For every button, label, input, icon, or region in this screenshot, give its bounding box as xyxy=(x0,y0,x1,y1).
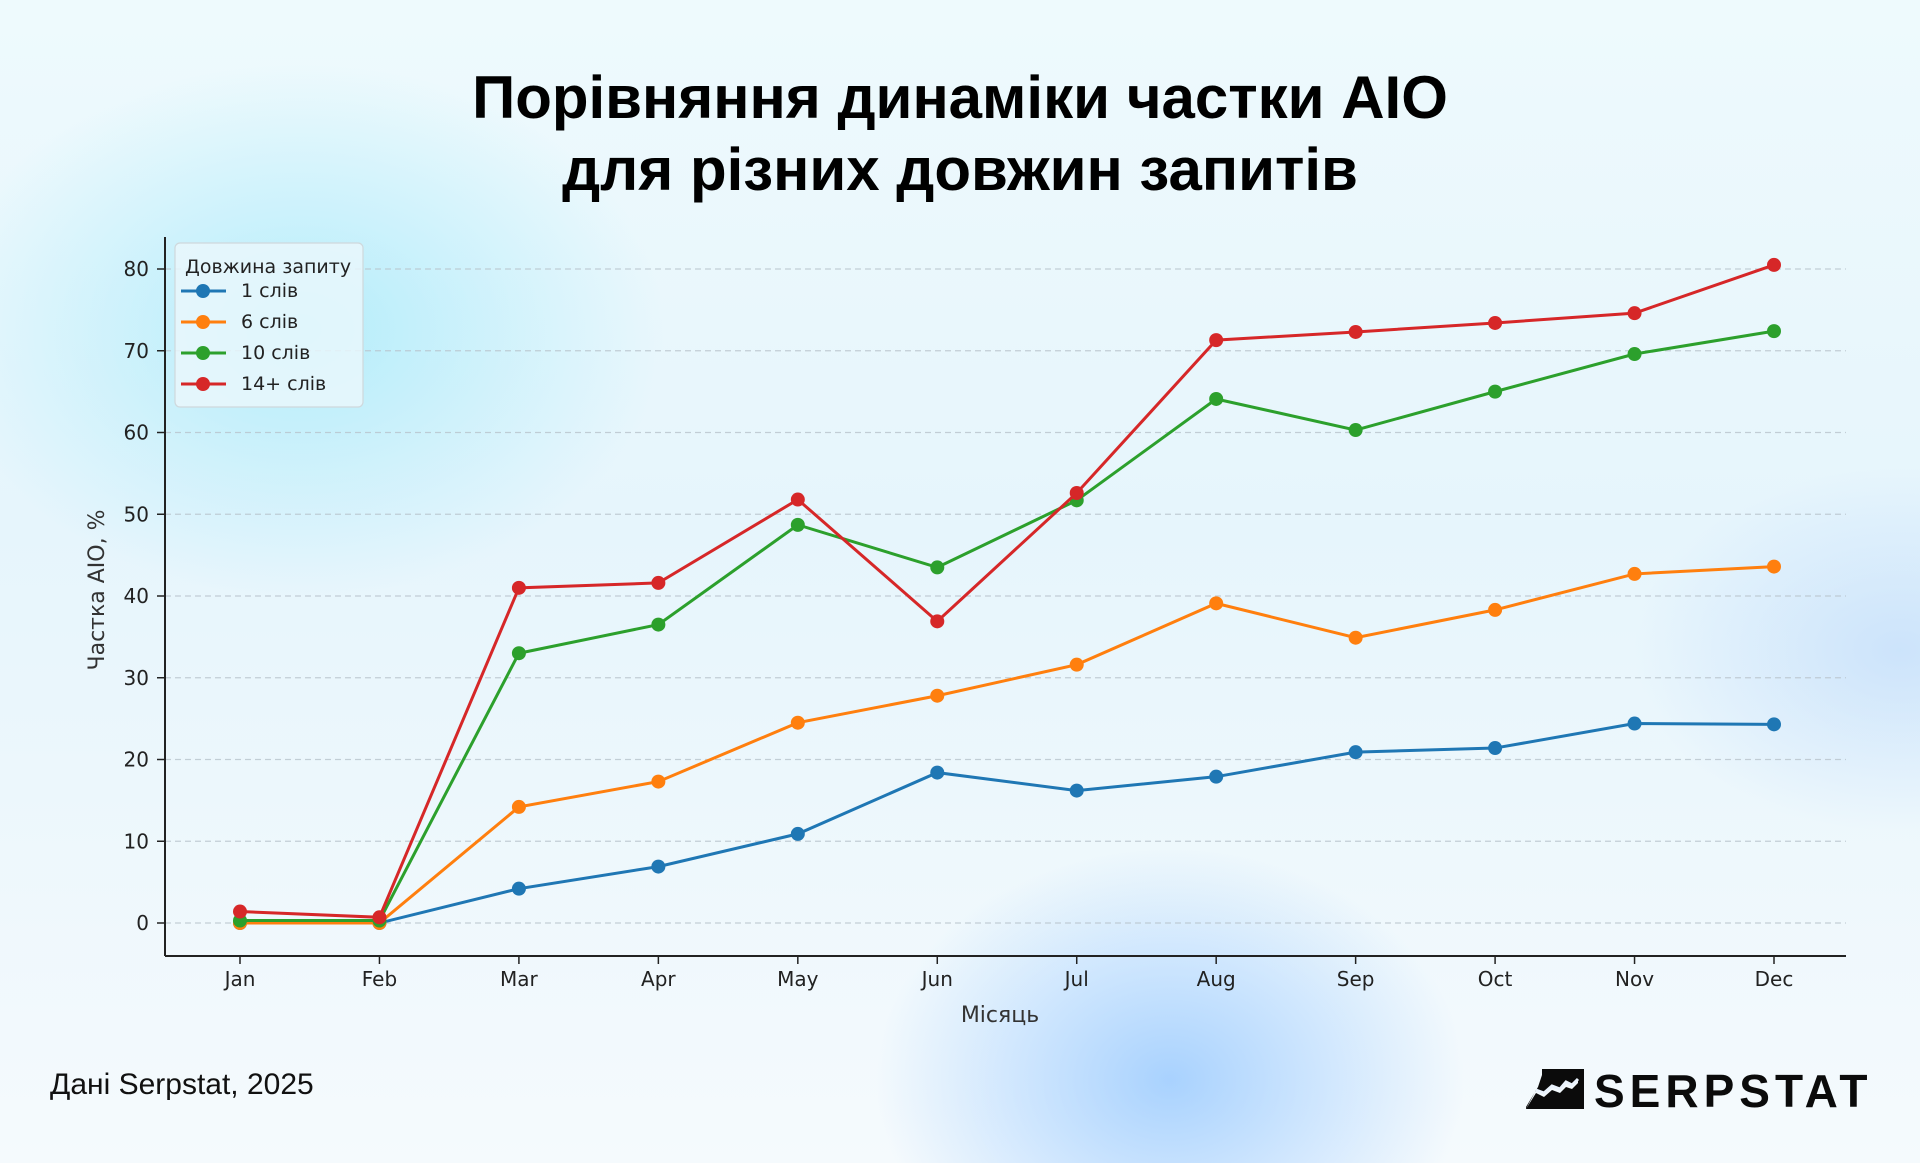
data-point xyxy=(233,904,247,919)
data-point xyxy=(930,614,945,629)
x-axis-ticks: Jan Feb Mar Apr May Jun Jul Aug Sep Oct Nov Dec xyxy=(223,956,1794,991)
x-tick-label: Jan xyxy=(223,967,256,991)
data-point xyxy=(511,580,526,595)
legend-swatch-marker xyxy=(196,315,210,329)
chart-title-line-2: для різних довжин запитів xyxy=(562,136,1358,203)
data-point xyxy=(651,859,666,874)
x-tick-label: Apr xyxy=(641,967,676,991)
data-point xyxy=(651,617,666,632)
data-point xyxy=(1627,306,1642,321)
data-point xyxy=(1627,716,1642,731)
series-line xyxy=(233,716,1781,930)
y-tick-label: 30 xyxy=(124,666,149,690)
legend-swatch-marker xyxy=(196,284,210,298)
data-point xyxy=(790,826,805,841)
series-path xyxy=(240,329,1775,923)
data-point xyxy=(1488,602,1503,617)
data-point xyxy=(790,492,805,507)
y-tick-label: 20 xyxy=(124,748,149,772)
series-path xyxy=(240,565,1775,925)
y-axis-label: Частка AIO, % xyxy=(85,510,110,671)
data-point xyxy=(1627,566,1642,581)
data-point xyxy=(1209,596,1224,611)
logo-wordmark: SERPSTAT xyxy=(1594,1065,1873,1117)
x-tick-label: Dec xyxy=(1755,967,1794,991)
x-tick-label: Oct xyxy=(1478,967,1513,991)
data-point xyxy=(1209,333,1224,348)
data-point xyxy=(1767,257,1781,272)
data-point xyxy=(511,799,526,814)
y-tick-label: 40 xyxy=(124,584,149,608)
data-point xyxy=(651,575,666,590)
series-path xyxy=(239,263,1775,919)
data-point xyxy=(1767,717,1781,732)
data-point xyxy=(511,646,526,661)
series-line xyxy=(233,324,1781,928)
x-tick-label: Jun xyxy=(920,967,953,991)
serpstat-logo: SERPSTAT xyxy=(1526,1064,1873,1118)
data-point xyxy=(1209,769,1224,784)
data-point xyxy=(930,560,945,575)
x-tick-label: May xyxy=(777,967,819,991)
data-source-note: Дані Serpstat, 2025 xyxy=(50,1068,314,1101)
y-tick-label: 70 xyxy=(124,339,149,363)
x-tick-label: Nov xyxy=(1615,967,1654,991)
data-point xyxy=(1348,630,1363,645)
data-point xyxy=(1348,324,1363,339)
legend-item-label: 6 слів xyxy=(241,311,298,333)
series-path xyxy=(240,722,1775,925)
data-point xyxy=(1488,741,1503,756)
data-point xyxy=(651,774,666,789)
serpstat-chart-logo-icon xyxy=(1526,1069,1584,1113)
data-point xyxy=(372,910,387,925)
data-point xyxy=(1069,783,1084,798)
legend-box xyxy=(174,242,364,408)
x-tick-label: Feb xyxy=(362,967,397,991)
legend-item-label: 10 слів xyxy=(241,342,310,364)
y-tick-label: 80 xyxy=(124,257,149,281)
x-tick-label: Aug xyxy=(1197,967,1236,991)
x-tick-label: Mar xyxy=(500,967,539,991)
y-tick-label: 60 xyxy=(124,421,149,445)
y-tick-label: 10 xyxy=(124,829,149,853)
data-point xyxy=(1767,559,1781,574)
y-tick-label: 50 xyxy=(124,502,149,526)
data-point xyxy=(930,765,945,780)
data-point xyxy=(511,881,526,896)
x-axis-label: Місяць xyxy=(961,1003,1039,1028)
legend-title: Довжина запиту xyxy=(185,256,351,278)
data-point xyxy=(790,517,805,532)
data-point xyxy=(1348,745,1363,760)
gridlines xyxy=(165,268,1846,924)
series-line xyxy=(233,257,1781,925)
legend-swatch-marker xyxy=(196,346,210,360)
chart-title-line-1: Порівняння динаміки частки AIO xyxy=(472,64,1448,131)
x-tick-label: Jul xyxy=(1063,967,1089,991)
data-point xyxy=(790,715,805,730)
legend-item-label: 14+ слів xyxy=(241,373,326,395)
data-point xyxy=(1488,315,1503,330)
legend-item-label: 1 слів xyxy=(241,280,298,302)
series-line xyxy=(233,559,1781,930)
data-point xyxy=(1488,384,1503,399)
y-tick-label: 0 xyxy=(136,911,149,935)
data-point xyxy=(1069,485,1084,500)
data-point xyxy=(1209,391,1224,406)
x-tick-label: Sep xyxy=(1337,967,1375,991)
data-point xyxy=(1627,347,1642,362)
data-point xyxy=(1767,324,1781,339)
y-axis-ticks: 0 10 20 30 40 50 60 70 80 xyxy=(124,257,165,935)
data-point xyxy=(1348,423,1363,438)
chart-title: Порівняння динаміки частки AIO для різни… xyxy=(0,62,1920,206)
data-series xyxy=(233,257,1781,930)
data-point xyxy=(1069,657,1084,672)
data-point xyxy=(930,688,945,703)
legend-swatch-marker xyxy=(196,377,210,391)
